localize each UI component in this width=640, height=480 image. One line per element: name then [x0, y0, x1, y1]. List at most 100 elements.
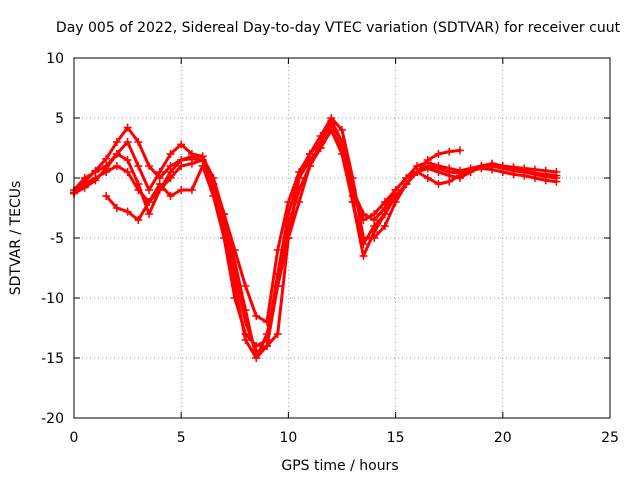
data-point [134, 180, 143, 188]
data-point [230, 246, 239, 254]
data-point [145, 162, 154, 170]
data-point [477, 163, 486, 172]
data-point [241, 306, 250, 314]
data-point [348, 198, 357, 206]
data-point [488, 162, 497, 170]
data-point [241, 330, 250, 338]
data-point [187, 159, 196, 168]
series-layer [70, 114, 561, 362]
data-point [123, 168, 132, 176]
data-point [359, 252, 368, 260]
data-point [187, 152, 196, 161]
data-point [455, 146, 464, 155]
data-point [423, 174, 432, 182]
data-point [134, 162, 143, 170]
y-tick-labels: -20 -15 -10 -5 0 5 10 [41, 51, 64, 427]
data-point [370, 234, 379, 242]
data-point [187, 186, 196, 194]
data-point [134, 138, 143, 146]
data-point [112, 150, 121, 158]
data-point [380, 198, 389, 206]
data-point [112, 162, 121, 170]
data-point [145, 186, 154, 194]
series-line [72, 128, 558, 360]
x-tick-label: 5 [177, 430, 186, 446]
data-point [102, 164, 111, 173]
data-point [198, 162, 207, 170]
data-point [284, 210, 293, 218]
data-point [380, 210, 389, 218]
data-point [80, 183, 89, 192]
data-point [455, 169, 464, 178]
y-tick-label: 5 [55, 111, 64, 127]
y-axis-label: SDTVAR / TECUs [8, 181, 24, 296]
data-point [359, 216, 368, 224]
data-point [252, 354, 261, 362]
data-point [445, 147, 454, 156]
series-track-4 [70, 126, 561, 362]
data-point [209, 180, 218, 188]
data-point [241, 282, 250, 290]
data-point [316, 144, 325, 152]
data-point [380, 222, 389, 230]
x-tick-label: 10 [279, 430, 297, 446]
data-point [134, 216, 143, 224]
data-point [262, 336, 271, 344]
data-point [209, 192, 218, 200]
data-point [123, 207, 132, 216]
data-point [145, 210, 154, 218]
data-point [413, 168, 422, 176]
data-point [252, 312, 261, 320]
data-point [391, 192, 400, 200]
data-point [370, 222, 379, 230]
data-point [112, 204, 121, 212]
data-point [434, 150, 443, 158]
data-point [252, 342, 261, 350]
data-point [445, 177, 454, 186]
data-point [445, 168, 454, 176]
tick-layer [73, 57, 611, 419]
data-point [338, 150, 346, 158]
x-tick-label: 0 [70, 430, 79, 446]
data-point [166, 150, 175, 158]
data-point [402, 180, 411, 188]
data-point [102, 192, 111, 200]
data-point [541, 172, 550, 181]
data-point [338, 126, 346, 134]
x-tick-label: 15 [387, 430, 405, 446]
data-point [552, 174, 561, 182]
grid-layer [74, 58, 610, 418]
data-point [177, 140, 186, 149]
data-point [123, 156, 132, 164]
y-tick-label: -20 [41, 411, 64, 427]
data-point [123, 123, 132, 132]
data-point [198, 152, 207, 161]
data-point [359, 240, 368, 248]
data-point [498, 164, 507, 173]
y-tick-label: 10 [46, 51, 64, 67]
data-point [295, 174, 304, 182]
data-point [509, 166, 518, 175]
data-point [177, 156, 186, 164]
data-point [220, 234, 229, 242]
data-point [273, 330, 282, 338]
data-point [530, 170, 539, 179]
data-point [166, 192, 175, 200]
y-tick-label: -10 [41, 291, 64, 307]
series-line [104, 128, 558, 348]
data-point [155, 168, 164, 176]
chart-title: Day 005 of 2022, Sidereal Day-to-day VTE… [56, 20, 621, 36]
data-point [177, 186, 186, 194]
data-point [230, 294, 239, 302]
series-track-5 [102, 126, 561, 350]
data-point [520, 168, 529, 176]
y-tick-label: -5 [50, 231, 64, 247]
x-axis-label: GPS time / hours [281, 458, 398, 474]
y-tick-label: -15 [41, 351, 64, 367]
data-point [370, 210, 379, 218]
data-point [102, 154, 111, 163]
data-point [423, 162, 432, 170]
x-tick-label: 25 [601, 430, 619, 446]
x-tick-label: 20 [494, 430, 512, 446]
data-point [466, 166, 475, 175]
